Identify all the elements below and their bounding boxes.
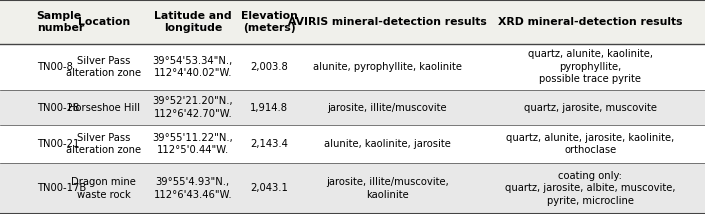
Text: 39°52'21.20"N.,
112°6'42.70"W.: 39°52'21.20"N., 112°6'42.70"W. — [152, 96, 233, 119]
Text: Dragon mine
waste rock: Dragon mine waste rock — [71, 177, 136, 199]
Text: quartz, alunite, jarosite, kaolinite,
orthoclase: quartz, alunite, jarosite, kaolinite, or… — [506, 133, 675, 155]
Text: 2,003.8: 2,003.8 — [250, 62, 288, 72]
Text: 39°55'4.93"N.,
112°6'43.46"W.: 39°55'4.93"N., 112°6'43.46"W. — [154, 177, 232, 199]
Text: coating only:
quartz, jarosite, albite, muscovite,
pyrite, microcline: coating only: quartz, jarosite, albite, … — [505, 171, 675, 206]
Text: XRD mineral-detection results: XRD mineral-detection results — [498, 17, 682, 27]
Text: TN00-21: TN00-21 — [37, 139, 79, 149]
Bar — [0, 125, 705, 163]
Text: quartz, jarosite, muscovite: quartz, jarosite, muscovite — [524, 103, 657, 113]
Text: Sample
number: Sample number — [37, 11, 84, 33]
Text: AVIRIS mineral-detection results: AVIRIS mineral-detection results — [288, 17, 486, 27]
Text: 39°55'11.22"N.,
112°5'0.44"W.: 39°55'11.22"N., 112°5'0.44"W. — [152, 133, 233, 155]
Text: 2,043.1: 2,043.1 — [250, 183, 288, 193]
Text: Latitude and
longitude: Latitude and longitude — [154, 11, 232, 33]
Text: alunite, kaolinite, jarosite: alunite, kaolinite, jarosite — [324, 139, 450, 149]
Text: Location: Location — [78, 17, 130, 27]
Bar — [0, 163, 705, 214]
Text: Silver Pass
alteration zone: Silver Pass alteration zone — [66, 56, 141, 78]
Text: 2,143.4: 2,143.4 — [250, 139, 288, 149]
Text: 39°54'53.34"N.,
112°4'40.02"W.: 39°54'53.34"N., 112°4'40.02"W. — [153, 56, 233, 78]
Text: TN00-28: TN00-28 — [37, 103, 79, 113]
Text: TN00-8: TN00-8 — [37, 62, 73, 72]
Text: Silver Pass
alteration zone: Silver Pass alteration zone — [66, 133, 141, 155]
Text: Horseshoe Hill: Horseshoe Hill — [68, 103, 140, 113]
Text: Elevation
(meters): Elevation (meters) — [241, 11, 298, 33]
Bar — [0, 44, 705, 90]
Text: alunite, pyrophyllite, kaolinite: alunite, pyrophyllite, kaolinite — [312, 62, 462, 72]
Text: jarosite, illite/muscovite,
kaolinite: jarosite, illite/muscovite, kaolinite — [326, 177, 448, 199]
Text: quartz, alunite, kaolinite,
pyrophyllite,
possible trace pyrite: quartz, alunite, kaolinite, pyrophyllite… — [528, 49, 653, 84]
Bar — [0, 90, 705, 125]
Text: jarosite, illite/muscovite: jarosite, illite/muscovite — [327, 103, 447, 113]
Text: 1,914.8: 1,914.8 — [250, 103, 288, 113]
Text: TN00-17B: TN00-17B — [37, 183, 86, 193]
